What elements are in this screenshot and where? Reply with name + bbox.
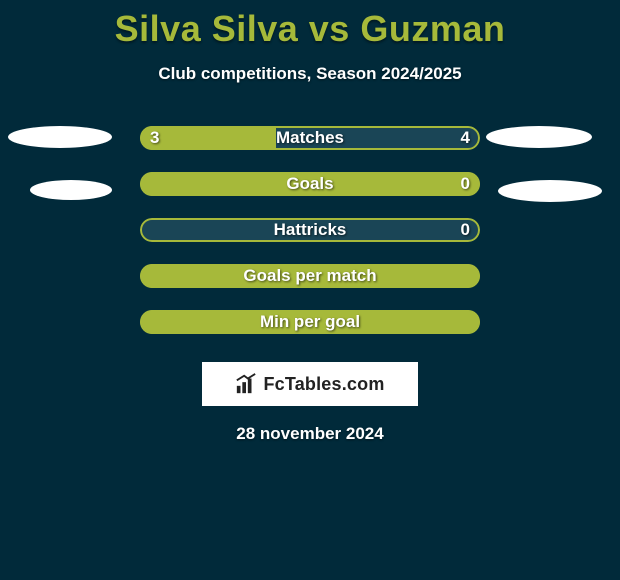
player-oval xyxy=(498,180,602,202)
logo-text: FcTables.com xyxy=(263,374,384,395)
stat-value-right: 0 xyxy=(461,174,470,194)
stat-label: Matches xyxy=(276,128,344,148)
stat-value-left: 3 xyxy=(150,128,159,148)
stat-row: 0 Hattricks xyxy=(0,218,620,242)
stat-label: Goals per match xyxy=(243,266,376,286)
player-oval xyxy=(8,126,112,148)
stat-label: Goals xyxy=(286,174,333,194)
stat-label: Min per goal xyxy=(260,312,360,332)
barchart-icon xyxy=(235,373,257,395)
stat-bar: 3 4 Matches xyxy=(140,126,480,150)
stat-bar: 0 Hattricks xyxy=(140,218,480,242)
player-oval xyxy=(486,126,592,148)
stat-bar: Goals per match xyxy=(140,264,480,288)
bar-fill-left xyxy=(140,126,276,150)
subtitle: Club competitions, Season 2024/2025 xyxy=(0,64,620,84)
stat-label: Hattricks xyxy=(274,220,347,240)
player-oval xyxy=(30,180,112,200)
stat-value-right: 0 xyxy=(461,220,470,240)
stat-bar: Min per goal xyxy=(140,310,480,334)
page-title: Silva Silva vs Guzman xyxy=(0,0,620,50)
stat-value-right: 4 xyxy=(461,128,470,148)
stat-bar: 0 Goals xyxy=(140,172,480,196)
stat-row: Goals per match xyxy=(0,264,620,288)
date-label: 28 november 2024 xyxy=(0,424,620,444)
logo-box: FcTables.com xyxy=(202,362,418,406)
stat-row: Min per goal xyxy=(0,310,620,334)
stats-container: 3 4 Matches 0 Goals 0 Hattricks Goals per match… xyxy=(0,126,620,334)
